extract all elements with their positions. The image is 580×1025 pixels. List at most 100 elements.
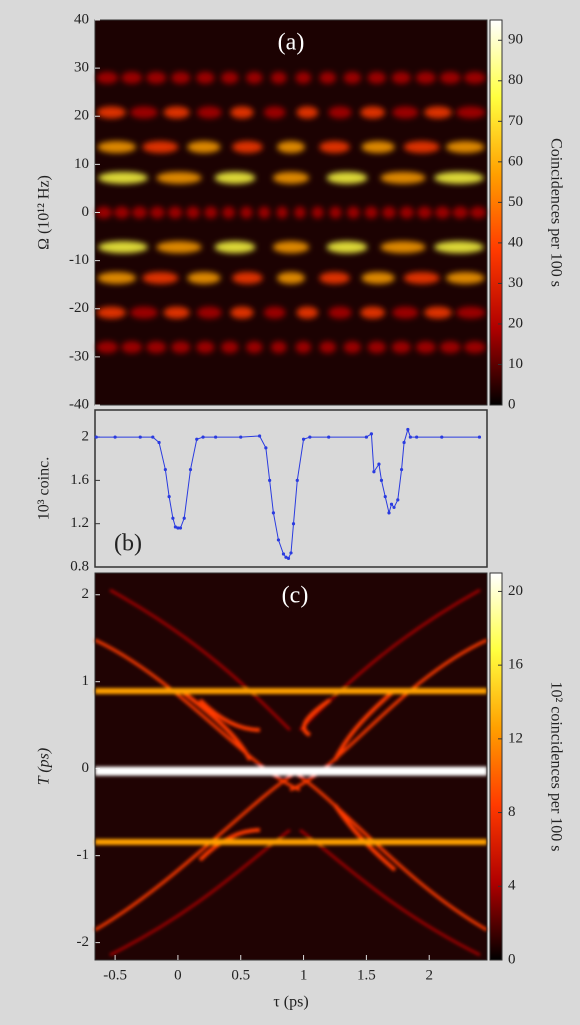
texture-blob: [196, 71, 215, 84]
texture-blob: [360, 106, 386, 119]
data-point: [268, 478, 272, 482]
y-tick-label: -2: [77, 934, 90, 950]
y-tick-label: 40: [74, 11, 89, 27]
data-point: [396, 498, 400, 502]
data-point: [477, 435, 482, 439]
data-point: [94, 435, 98, 439]
texture-blob: [319, 71, 337, 84]
data-point: [406, 427, 410, 432]
texture-blob: [270, 71, 287, 84]
data-point: [201, 435, 205, 439]
panel-label: (b): [114, 531, 142, 557]
data-point: [308, 435, 312, 439]
data-point: [182, 516, 186, 520]
texture-blob: [424, 106, 452, 119]
texture-blob: [294, 206, 306, 219]
data-point: [271, 511, 276, 515]
texture-blob: [392, 106, 419, 119]
data-point: [176, 526, 180, 530]
y-axis-label: Ω (10¹² Hz): [36, 175, 53, 250]
texture-curve: [198, 698, 261, 732]
texture-blob: [214, 241, 256, 254]
texture-blob: [403, 141, 440, 154]
colorbar-tick-label: 30: [508, 275, 523, 291]
data-point: [408, 435, 412, 439]
colorbar-tick-label: 20: [508, 583, 523, 599]
data-point: [138, 435, 142, 439]
data-point: [113, 435, 117, 439]
y-axis-label: 10³ coinc.: [36, 457, 53, 520]
texture-blob: [328, 106, 352, 119]
y-tick-label: -40: [69, 396, 89, 412]
texture-blob: [171, 71, 191, 84]
texture-blob: [121, 71, 143, 84]
plot-b-bg: [94, 409, 488, 568]
texture-blob: [97, 141, 137, 154]
texture-blob: [367, 71, 386, 84]
colorbar-tick-label: 0: [508, 396, 516, 412]
texture-blob: [361, 271, 395, 284]
colorbar-tick-label: 90: [508, 32, 523, 48]
texture-blob: [360, 306, 386, 319]
x-axis-label: τ (ps): [273, 994, 308, 1011]
data-point: [387, 511, 391, 515]
colorbar-tick-label: 4: [508, 878, 516, 894]
texture-blob: [263, 306, 286, 319]
texture-blob: [258, 206, 271, 219]
texture-blob: [96, 206, 112, 219]
texture-blob: [96, 341, 119, 354]
texture-blob: [456, 106, 486, 119]
data-point: [372, 470, 376, 474]
texture-blob: [130, 106, 158, 119]
colorbar-tick-label: 0: [508, 951, 516, 967]
data-point: [284, 555, 288, 559]
data-point: [289, 551, 293, 555]
y-tick-label: 0.8: [70, 558, 89, 574]
texture-blob: [295, 71, 312, 84]
data-point: [392, 505, 396, 510]
texture-blob: [456, 306, 486, 319]
texture-band: [95, 688, 487, 695]
colorbar-tick-label: 8: [508, 804, 516, 820]
texture-curve: [94, 638, 301, 792]
texture-blob: [168, 206, 183, 219]
texture-blob: [156, 241, 202, 254]
texture-blob: [156, 171, 202, 184]
texture-blob: [130, 306, 158, 319]
texture-blob: [187, 271, 221, 284]
texture-blob: [171, 341, 191, 354]
texture-blob: [132, 206, 147, 219]
y-tick-label: 0: [82, 204, 90, 220]
texture-blob: [296, 106, 319, 119]
texture-blob: [204, 206, 218, 219]
colorbar-tick-label: 20: [508, 315, 523, 331]
texture-blob: [232, 141, 263, 154]
y-tick-label: -30: [69, 348, 89, 364]
texture-band: [95, 838, 487, 845]
texture-blob: [221, 71, 239, 84]
texture-blob: [187, 141, 221, 154]
y-tick-label: -10: [69, 252, 89, 268]
texture-blob: [392, 306, 419, 319]
texture-blob: [326, 171, 368, 184]
y-tick-label: 30: [74, 60, 89, 76]
texture-band: [95, 766, 487, 776]
texture-curve: [198, 828, 261, 862]
texture-blob: [276, 206, 288, 219]
data-point: [291, 522, 296, 526]
texture-curve: [333, 803, 397, 872]
data-point: [383, 495, 387, 499]
colorbar-tick-label: 12: [508, 730, 523, 746]
texture-blob: [435, 206, 450, 219]
colorbar-label: 10² coincidences per 100 s: [547, 681, 564, 851]
texture-blob: [328, 306, 352, 319]
y-tick-label: 2: [82, 429, 90, 445]
texture-blob: [163, 106, 190, 119]
texture-blob: [263, 106, 286, 119]
data-point: [173, 525, 178, 529]
y-tick-label: 1.2: [70, 515, 89, 531]
texture-blob: [382, 206, 396, 219]
y-axis-label: T (ps): [36, 748, 53, 786]
data-point: [369, 432, 374, 436]
colorbar-tick-label: 16: [508, 657, 524, 673]
